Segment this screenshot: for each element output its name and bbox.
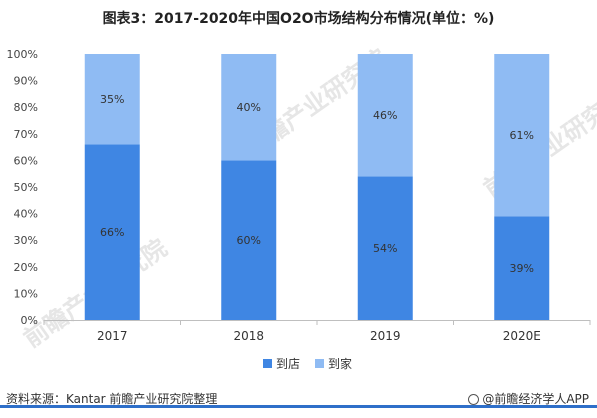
stacked-bar-chart: 前瞻产业研究院前瞻产业研究院前瞻产业研究院 0%10%20%30%40%50%6… [7, 44, 597, 371]
source-note: 资料来源：Kantar 前瞻产业研究院整理 [6, 392, 218, 406]
y-tick-label: 10% [14, 287, 38, 300]
data-label: 35% [100, 93, 124, 106]
data-label: 61% [510, 129, 534, 142]
y-tick-label: 50% [14, 181, 38, 194]
y-tick-label: 20% [14, 261, 38, 274]
y-tick-label: 60% [14, 154, 38, 167]
brand-text: @前瞻经济学人APP [482, 392, 589, 406]
x-tick-label: 2018 [233, 329, 264, 343]
brand-logo-icon [468, 394, 480, 405]
data-label: 60% [237, 234, 261, 247]
data-label: 40% [237, 101, 261, 114]
bar-series1-2019 [357, 176, 413, 320]
y-tick-label: 0% [21, 314, 38, 327]
bar-series2-2017 [84, 54, 140, 145]
legend-swatch [315, 359, 324, 368]
bar-series1-2017 [84, 144, 140, 320]
legend-label: 到家 [328, 356, 352, 371]
legend-label: 到店 [276, 357, 300, 371]
data-label: 54% [373, 242, 397, 255]
x-tick-label: 2019 [370, 329, 401, 343]
data-label: 46% [373, 109, 397, 122]
x-tick-label: 2020E [503, 329, 541, 343]
bars-layer: 66% 35% 60% 40% 54% 46% 39% 61% [84, 54, 550, 320]
y-tick-label: 30% [14, 234, 38, 247]
data-label: 66% [100, 226, 124, 239]
y-tick-label: 80% [14, 101, 38, 114]
bar-series2-2020E [494, 54, 550, 217]
y-tick-label: 90% [14, 75, 38, 88]
bar-series1-2018 [221, 160, 277, 320]
brand-credit: @前瞻经济学人APP [468, 390, 589, 407]
data-label: 39% [510, 262, 534, 275]
chart-title: 图表3：2017-2020年中国O2O市场结构分布情况(单位：%) [102, 11, 495, 27]
legend: 到店 到家 [263, 356, 352, 371]
footer-line [0, 405, 597, 408]
y-tick-label: 100% [7, 48, 38, 61]
bar-series1-2020E [494, 216, 550, 320]
bar-series2-2018 [221, 54, 277, 161]
legend-swatch [263, 359, 272, 368]
bar-series2-2019 [357, 54, 413, 177]
y-axis: 0% 10% 20% 30% 40% 50% 60% 70% 80% 90% 100% [7, 48, 38, 327]
y-tick-label: 40% [14, 208, 38, 221]
y-tick-label: 70% [14, 128, 38, 141]
x-axis: 2017 2018 2019 2020E [43, 320, 591, 343]
x-tick-label: 2017 [97, 329, 128, 343]
